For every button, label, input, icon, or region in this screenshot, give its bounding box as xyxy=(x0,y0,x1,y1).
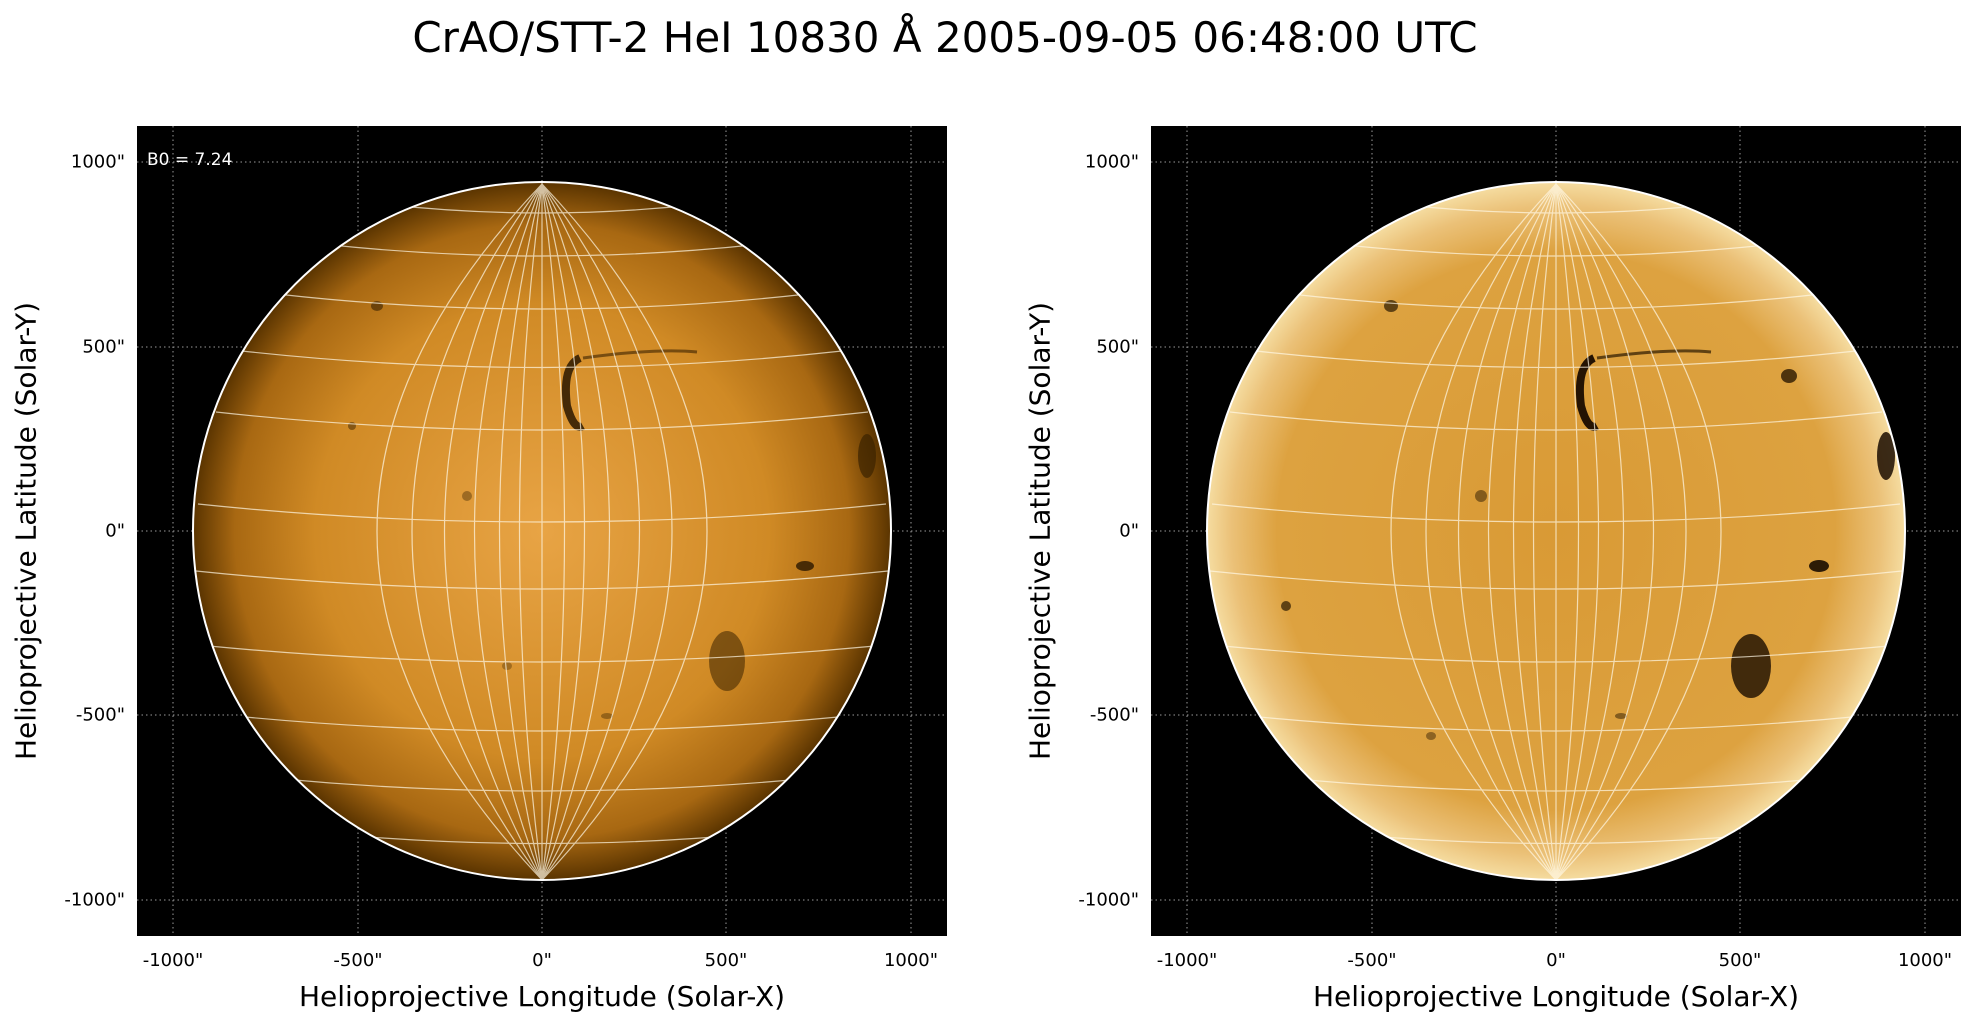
left-y-axis-label: Helioprojective Latitude (Solar-Y) xyxy=(9,301,43,761)
right-xtick-1000: 1000" xyxy=(1897,950,1953,971)
left-ytick-neg500: -500" xyxy=(75,704,125,726)
right-solar-image-panel xyxy=(1151,126,1961,936)
left-ytick-500: 500" xyxy=(82,336,125,358)
b0-annotation: B0 = 7.24 xyxy=(147,150,233,170)
left-xtick-0: 0" xyxy=(532,950,552,971)
left-solar-disk-svg xyxy=(137,126,947,936)
right-xtick-0: 0" xyxy=(1546,950,1566,971)
left-ytick-0: 0" xyxy=(105,520,125,542)
right-ytick-500: 500" xyxy=(1096,336,1139,358)
right-solar-disk-svg xyxy=(1151,126,1961,936)
right-xtick-500: 500" xyxy=(1718,950,1762,971)
right-solar-features xyxy=(1281,300,1895,740)
right-ytick-0: 0" xyxy=(1119,520,1139,542)
right-ytick-neg1000: -1000" xyxy=(1078,889,1139,911)
right-ytick-neg500: -500" xyxy=(1089,704,1139,726)
left-xtick-1000: 1000" xyxy=(883,950,939,971)
right-xtick-neg500: -500" xyxy=(1347,950,1397,971)
right-heliographic-grid xyxy=(1209,182,1903,880)
left-ytick-neg1000: -1000" xyxy=(64,889,125,911)
right-y-axis-label: Helioprojective Latitude (Solar-Y) xyxy=(1023,301,1057,761)
left-xtick-neg1000: -1000" xyxy=(142,950,204,971)
right-solar-limb-outline xyxy=(1206,181,1906,881)
left-solar-limb-outline xyxy=(192,181,892,881)
left-ytick-1000: 1000" xyxy=(70,151,125,173)
figure-title: CrAO/STT-2 HeI 10830 Å 2005-09-05 06:48:… xyxy=(412,13,1478,62)
right-x-axis-label: Helioprojective Longitude (Solar-X) xyxy=(1312,980,1800,1013)
left-xtick-neg500: -500" xyxy=(333,950,383,971)
left-solar-image-panel: B0 = 7.24 xyxy=(137,126,947,936)
left-x-axis-label: Helioprojective Longitude (Solar-X) xyxy=(298,980,786,1013)
left-xtick-500: 500" xyxy=(704,950,748,971)
right-xtick-neg1000: -1000" xyxy=(1156,950,1218,971)
right-ytick-1000: 1000" xyxy=(1084,151,1139,173)
left-solar-features xyxy=(348,301,876,719)
left-heliographic-grid xyxy=(195,182,889,880)
